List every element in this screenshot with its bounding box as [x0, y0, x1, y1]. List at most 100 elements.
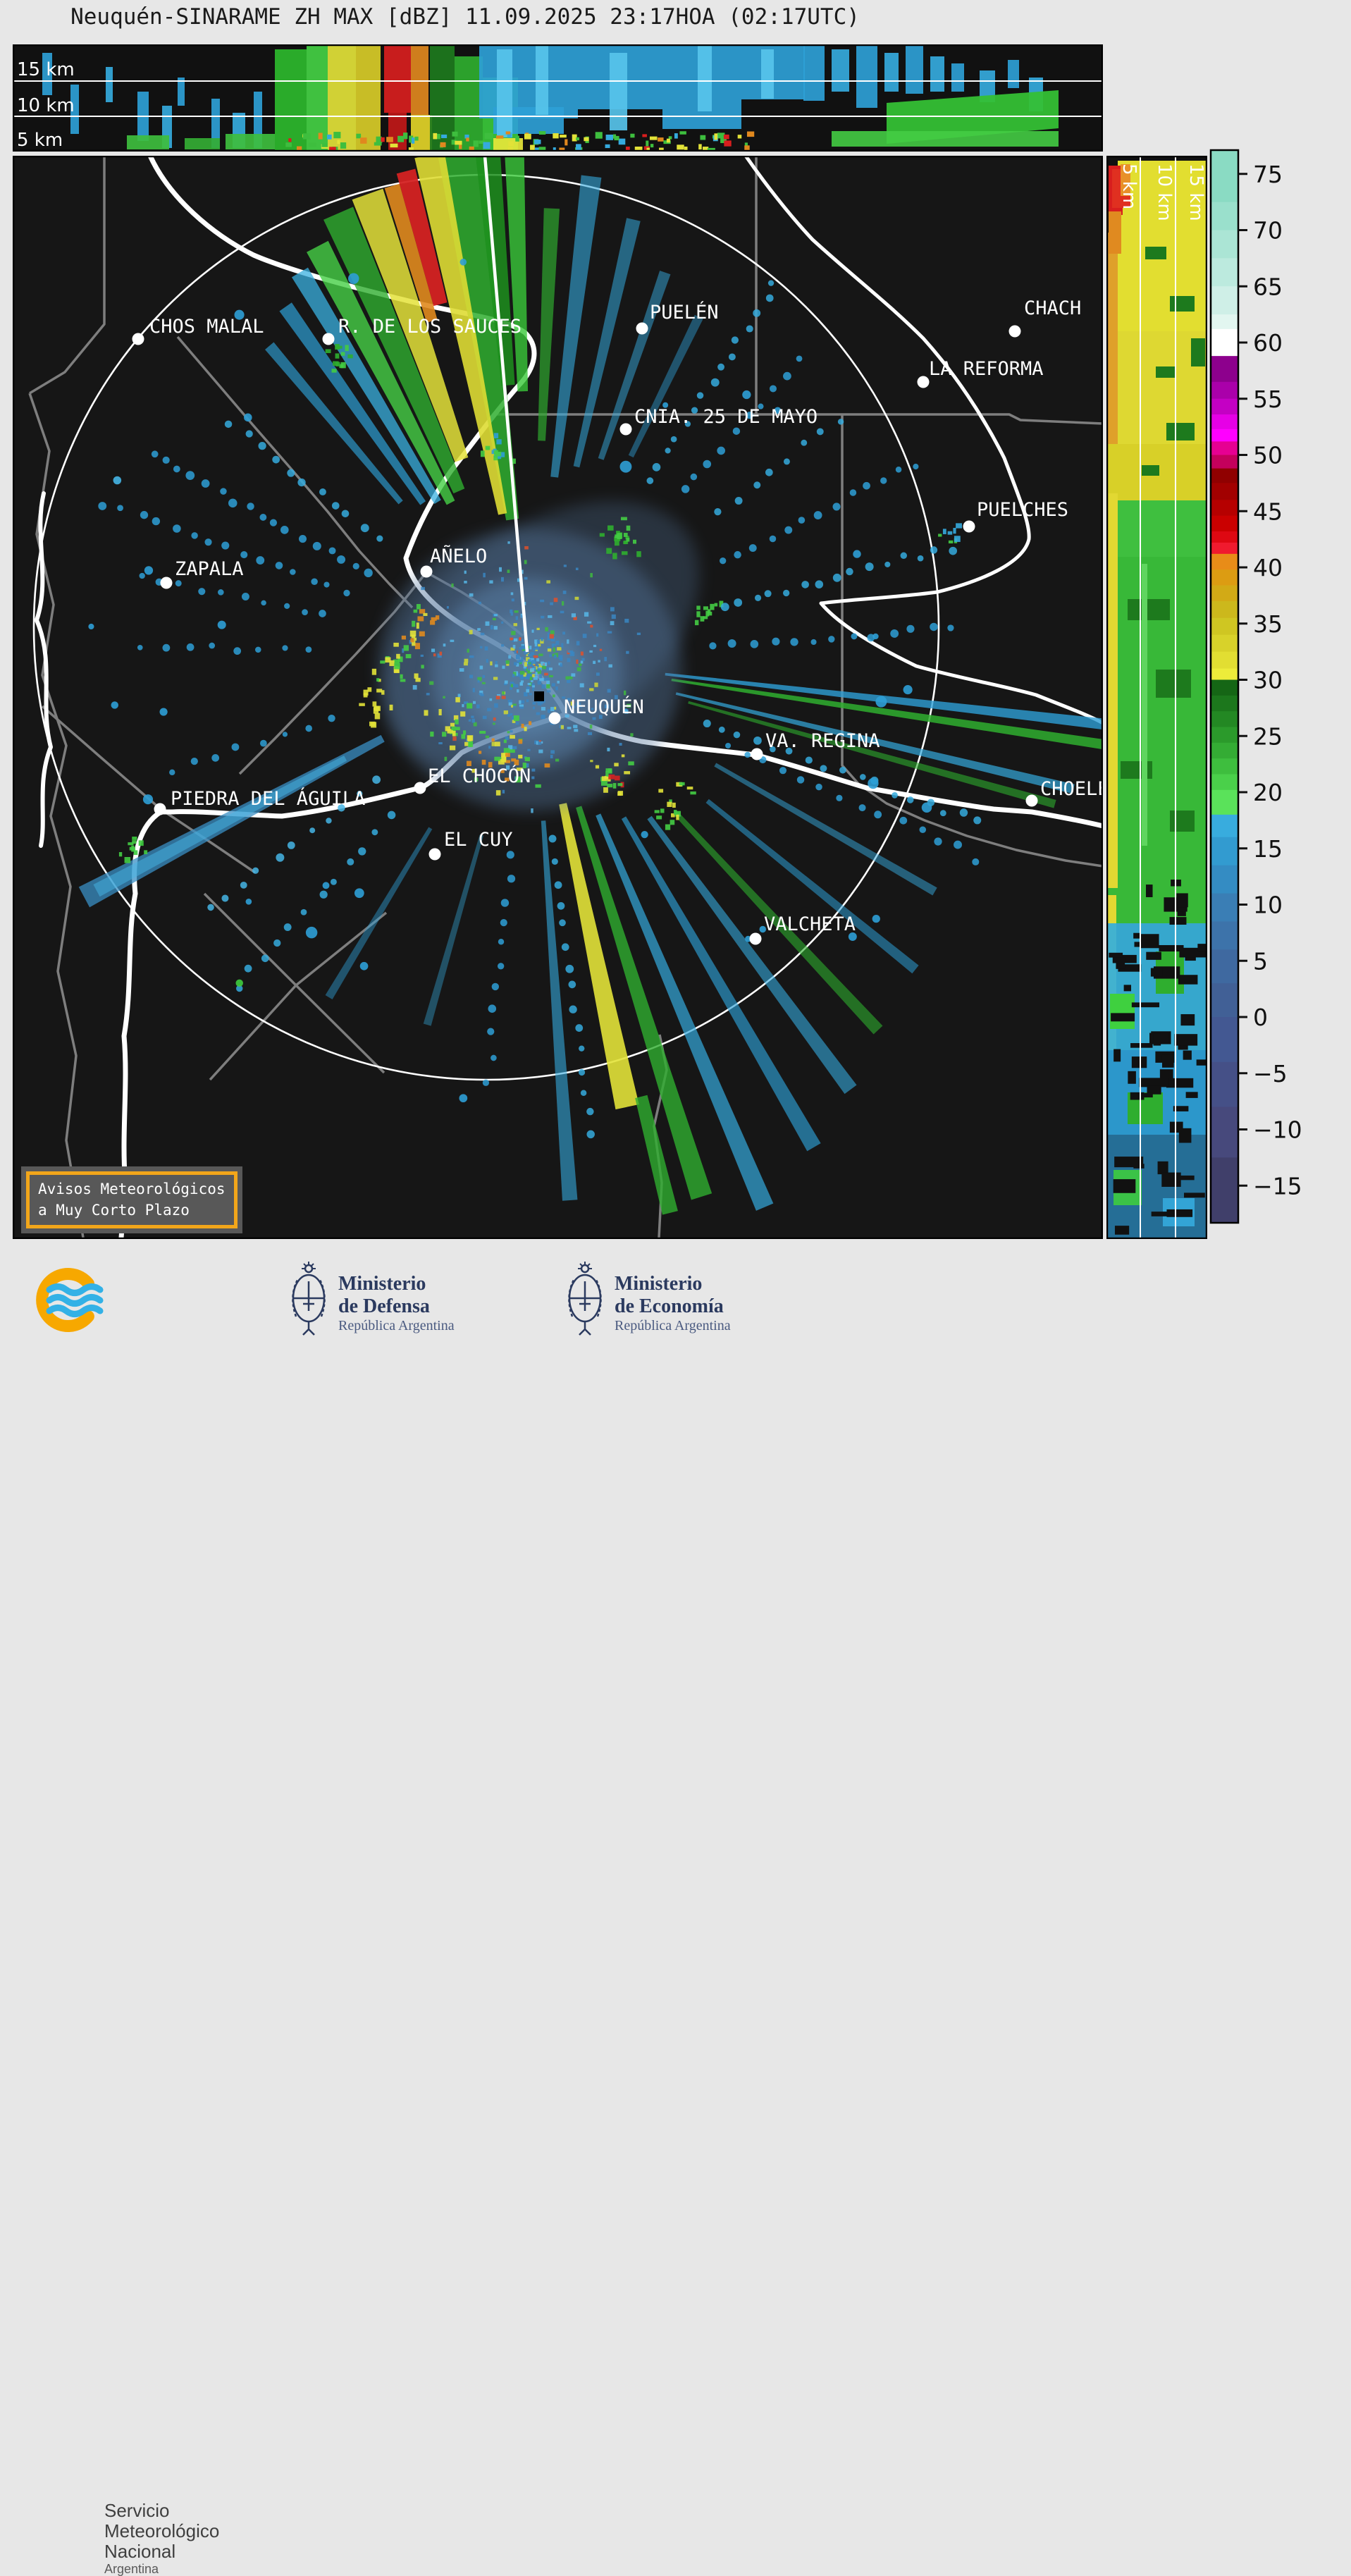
- echo-gap: [1147, 1085, 1161, 1095]
- clutter-speckle: [502, 789, 505, 794]
- colorbar-band: [1211, 727, 1238, 744]
- echo-cluster-fleck: [620, 517, 627, 521]
- clutter-speckle: [479, 692, 483, 695]
- clutter-speckle: [510, 686, 512, 690]
- echo-dot: [734, 598, 743, 607]
- city-dot: [160, 577, 173, 589]
- echo-column: [930, 56, 944, 92]
- river: [744, 156, 1103, 725]
- echo-dot: [972, 858, 980, 865]
- echo-dot: [561, 943, 569, 951]
- smn-wave-icon: [46, 1305, 104, 1317]
- echo-fleck: [403, 133, 408, 140]
- clutter-speckle: [524, 651, 528, 655]
- echo-gap: [1178, 975, 1198, 985]
- clutter-speckle: [523, 672, 527, 677]
- echo-cluster-fleck: [686, 787, 693, 790]
- echo-cluster-fleck: [514, 759, 519, 765]
- echo-dot: [580, 1090, 587, 1096]
- echo-cluster-fleck: [373, 707, 379, 714]
- echo-fleck: [744, 145, 750, 151]
- echo-cluster-fleck: [414, 643, 420, 650]
- clutter-speckle: [516, 663, 519, 667]
- echo-beam: [714, 763, 937, 896]
- echo-cluster-fleck: [389, 660, 395, 667]
- echo-region: [1108, 233, 1118, 444]
- echo-cluster-fleck: [656, 815, 662, 820]
- city-label: PUELÉN: [650, 301, 719, 323]
- echo-dot: [906, 796, 914, 803]
- clutter-speckle: [452, 736, 457, 741]
- clutter-speckle: [472, 688, 475, 693]
- echo-cluster-fleck: [501, 756, 507, 763]
- echo-cluster-fleck: [401, 635, 407, 640]
- echo-dot: [758, 403, 764, 409]
- clutter-speckle: [528, 653, 533, 657]
- clutter-speckle: [565, 676, 569, 680]
- echo-cluster-fleck: [455, 697, 460, 703]
- clutter-speckle: [517, 689, 519, 693]
- echo-cluster-fleck: [503, 748, 510, 754]
- colorbar-band: [1211, 679, 1238, 696]
- echo-dot: [372, 775, 381, 784]
- echo-cluster-fleck: [956, 523, 962, 529]
- echo-gap: [1114, 1157, 1144, 1168]
- city-label: LA REFORMA: [929, 358, 1044, 380]
- echo-dot: [619, 460, 632, 473]
- echo-dot: [754, 594, 762, 601]
- echo-fleck: [724, 140, 732, 147]
- crest-laurel-right: [595, 1279, 602, 1317]
- colorbar-band: [1211, 314, 1238, 330]
- clutter-speckle: [539, 674, 543, 679]
- clutter-speckle: [562, 696, 566, 699]
- clutter-speckle: [433, 653, 436, 657]
- echo-dot: [753, 481, 761, 489]
- echo-cluster-fleck: [394, 663, 400, 670]
- height-axis-label: 5 km: [1118, 164, 1140, 209]
- clutter-speckle: [560, 658, 563, 661]
- echo-dot: [190, 757, 198, 765]
- echo-cluster-fleck: [948, 540, 954, 544]
- city-dot: [420, 565, 433, 578]
- echo-dot: [297, 478, 306, 487]
- clutter-speckle: [431, 648, 436, 653]
- colorbar-tick-label: 75: [1253, 161, 1283, 188]
- clutter-speckle: [490, 624, 493, 630]
- colorbar-band: [1211, 668, 1238, 681]
- clutter-speckle: [512, 674, 515, 677]
- echo-dot: [305, 725, 313, 732]
- echo-cluster-fleck: [535, 784, 541, 788]
- clutter-speckle: [497, 694, 501, 697]
- ministry-defensa-text: Ministerio de Defensa República Argentin…: [338, 1273, 455, 1334]
- echo-region: [1170, 296, 1195, 312]
- echo-beam: [628, 314, 703, 458]
- echo-fleck: [327, 134, 332, 140]
- echo-dot: [884, 561, 891, 567]
- warning-line-2: a Muy Corto Plazo: [38, 1202, 190, 1219]
- echo-cluster-fleck: [412, 641, 416, 646]
- echo-cluster-fleck: [544, 763, 550, 768]
- right-panel-frame: [1106, 156, 1207, 1239]
- echo-beam: [396, 168, 448, 307]
- clutter-speckle: [521, 656, 524, 662]
- echo-dot: [259, 739, 267, 747]
- clutter-speckle: [511, 705, 516, 708]
- echo-cluster-fleck: [430, 732, 434, 737]
- clutter-speckle: [624, 690, 627, 696]
- radar-map: CHOS MALAL R. DE LOS SAUCES PUELÉN CHACH LA …: [13, 156, 1103, 1239]
- clutter-speckle: [541, 661, 544, 666]
- height-axis-label: 10 km: [17, 95, 75, 116]
- echo-dot: [191, 532, 198, 539]
- echo-dot: [872, 914, 880, 923]
- echo-cluster-fleck: [705, 610, 710, 617]
- echo-dot: [717, 446, 725, 455]
- clutter-speckle: [526, 657, 530, 662]
- clutter-speckle: [510, 713, 513, 716]
- echo-cluster-fleck: [400, 674, 403, 679]
- echo-fleck: [505, 131, 511, 135]
- echo-cluster-fleck: [421, 665, 424, 669]
- echo-dot: [779, 767, 787, 775]
- echo-dot: [305, 646, 312, 653]
- clutter-speckle: [429, 681, 434, 685]
